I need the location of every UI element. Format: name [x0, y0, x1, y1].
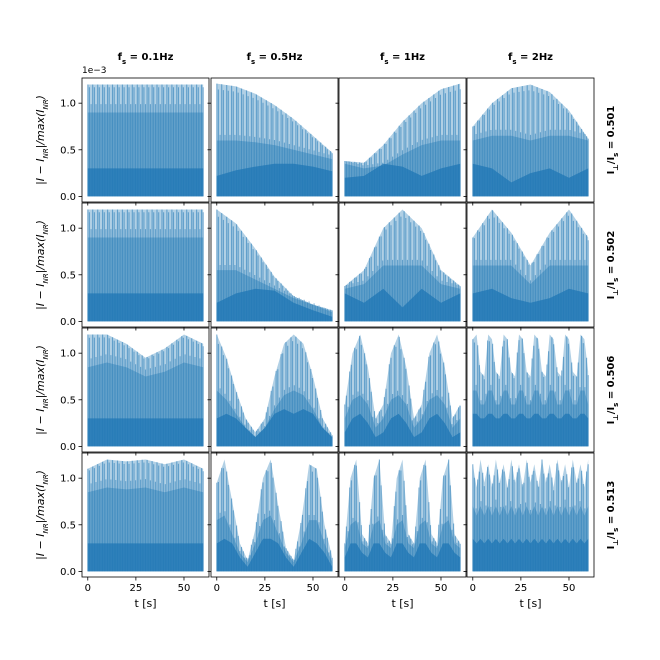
x-tick-label: 0: [470, 583, 476, 594]
y-tick-label: 0.5: [60, 145, 76, 156]
row-title: I⊥/Is = 0.501: [606, 106, 620, 175]
y-axis-label: |I − INR|/max(INR): [34, 345, 50, 435]
panel-r3-c3: 0 25 50: [463, 452, 595, 594]
panel-grid: 0.0 0.5 1.0 0.0 0.5 1.0 0.0 0.5 1.0 0 25 50 0.0 0.5 1.…: [60, 77, 595, 594]
x-tick-label: 50: [563, 583, 576, 594]
x-tick-label: 50: [435, 583, 448, 594]
oscillation-lines: [472, 85, 589, 197]
oscillation-lines: [344, 459, 461, 572]
panel-r2-c2: [335, 327, 467, 456]
y-tick-label: 0.0: [60, 192, 76, 203]
x-tick-label: 25: [515, 583, 528, 594]
row-title: I⊥/Is = 0.513: [606, 481, 620, 550]
y-offset-text: 1e−3: [82, 66, 107, 76]
x-tick-label: 0: [342, 583, 348, 594]
oscillation-lines: [216, 334, 333, 447]
axes-frame: [466, 77, 595, 203]
oscillation-lines: [87, 84, 204, 197]
axes-frame: [210, 202, 339, 328]
axes-frame: [81, 202, 210, 328]
panel-r2-c3: [463, 327, 595, 456]
column-title: fs = 2Hz: [508, 52, 553, 66]
panel-r0-c1: [207, 77, 339, 206]
axes-frame: [338, 77, 467, 203]
y-axis-label: |I − INR|/max(INR): [34, 470, 50, 560]
envelope-upper: [472, 209, 589, 322]
panel-r3-c1: 0 25 50: [207, 452, 339, 594]
y-tick-label: 1.0: [60, 474, 76, 485]
x-tick-label: 50: [178, 583, 191, 594]
x-tick-label: 25: [387, 583, 400, 594]
panel-r1-c1: [207, 202, 339, 331]
x-tick-label: 25: [259, 583, 272, 594]
axes-frame: [81, 77, 210, 203]
axes-frame: [466, 202, 595, 328]
axes-frame: [81, 327, 210, 453]
panel-r3-c0: 0 25 50 0.0 0.5 1.0: [60, 452, 210, 594]
envelope-upper: [344, 83, 461, 197]
oscillation-lines: [87, 209, 204, 322]
oscillation-lines: [87, 459, 204, 572]
y-tick-label: 0.5: [60, 270, 76, 281]
panel-r2-c0: 0.0 0.5 1.0: [60, 327, 210, 456]
row-title: I⊥/Is = 0.506: [606, 356, 620, 425]
y-tick-label: 1.0: [60, 99, 76, 110]
y-tick-label: 0.5: [60, 520, 76, 531]
column-title: fs = 0.1Hz: [118, 52, 174, 66]
oscillation-lines: [472, 210, 589, 322]
oscillation-lines: [472, 459, 589, 572]
x-axis-label: t [s]: [519, 597, 541, 610]
y-tick-label: 0.0: [60, 567, 76, 578]
x-tick-label: 0: [214, 583, 220, 594]
oscillation-lines: [216, 462, 333, 572]
row-title: I⊥/Is = 0.502: [606, 231, 620, 300]
x-tick-label: 25: [130, 583, 143, 594]
x-axis-label: t [s]: [263, 597, 285, 610]
y-tick-label: 0.0: [60, 442, 76, 453]
axes-frame: [338, 327, 467, 453]
axes-frame: [338, 202, 467, 328]
figure-labels: 1e−3 fs = 0.1Hz fs = 0.5Hz fs = 1Hz fs = 2Hz…: [34, 52, 620, 610]
axes-frame: [338, 452, 467, 578]
panel-r1-c2: [335, 202, 467, 331]
axes-frame: [210, 327, 339, 453]
oscillation-lines: [344, 84, 461, 197]
panel-r0-c3: [463, 77, 595, 206]
oscillation-lines: [87, 334, 204, 447]
axes-frame: [466, 327, 595, 453]
panel-r3-c2: 0 25 50: [335, 452, 467, 594]
oscillation-lines: [344, 335, 461, 447]
x-tick-label: 50: [307, 583, 320, 594]
axes-frame: [210, 452, 339, 578]
y-tick-label: 0.0: [60, 317, 76, 328]
oscillation-lines: [216, 83, 333, 197]
column-title: fs = 1Hz: [380, 52, 425, 66]
panel-r1-c0: 0.0 0.5 1.0: [60, 202, 210, 331]
oscillation-lines: [216, 209, 333, 322]
axes-frame: [466, 452, 595, 578]
y-axis-label: |I − INR|/max(INR): [34, 220, 50, 310]
x-tick-label: 0: [85, 583, 91, 594]
x-axis-label: t [s]: [391, 597, 413, 610]
axes-frame: [81, 452, 210, 578]
y-axis-label: |I − INR|/max(INR): [34, 95, 50, 185]
oscillation-lines: [472, 335, 589, 447]
y-tick-label: 1.0: [60, 224, 76, 235]
x-axis-label: t [s]: [134, 597, 156, 610]
envelope-upper: [216, 459, 333, 572]
envelope-lower: [344, 288, 461, 322]
panel-r1-c3: [463, 202, 595, 331]
panel-r0-c0: 0.0 0.5 1.0: [60, 77, 210, 206]
column-title: fs = 0.5Hz: [247, 52, 303, 66]
panel-r2-c1: [207, 327, 339, 456]
panel-r0-c2: [335, 77, 467, 206]
oscillation-lines: [344, 211, 461, 322]
y-tick-label: 0.5: [60, 395, 76, 406]
axes-frame: [210, 77, 339, 203]
y-tick-label: 1.0: [60, 349, 76, 360]
